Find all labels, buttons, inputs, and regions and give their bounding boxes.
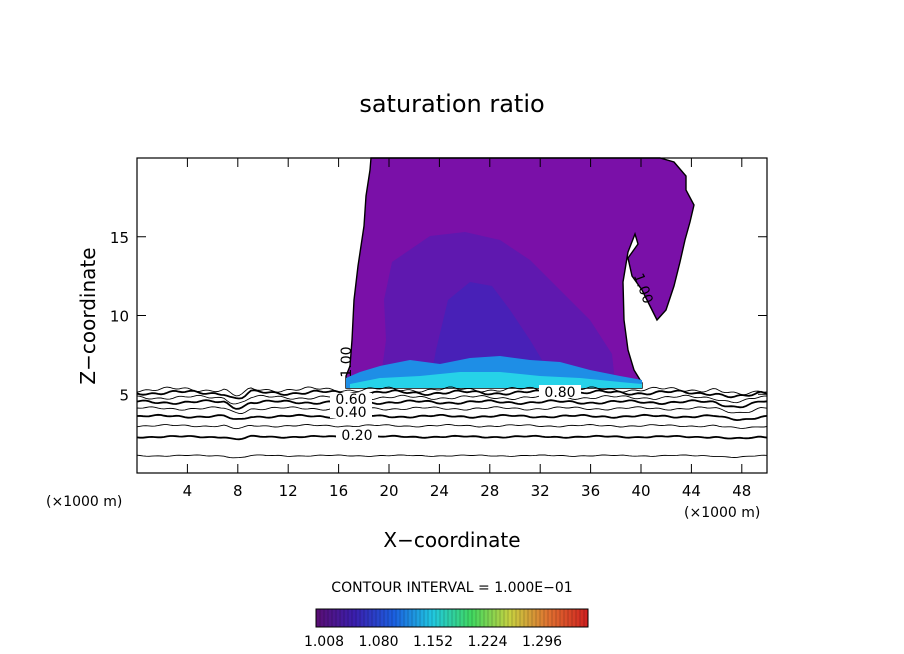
x-tick-label: 36 bbox=[581, 482, 600, 500]
x-tick-label: 28 bbox=[480, 482, 499, 500]
colorbar-label: 1.224 bbox=[467, 634, 507, 650]
contour-labels: 0.20 0.40 0.60 0.80 1.00 1.00 bbox=[330, 271, 656, 444]
contour-label-0.40: 0.40 bbox=[335, 405, 366, 421]
x-ticks: 4 8 12 16 20 24 28 32 36 40 44 48 bbox=[183, 158, 751, 500]
x-unit-left: (×1000 m) bbox=[46, 494, 122, 510]
colorbar-label: 1.296 bbox=[522, 634, 562, 650]
y-tick-label: 10 bbox=[110, 308, 129, 326]
cloud-base-bright bbox=[350, 372, 642, 388]
contour-interval-text: CONTOUR INTERVAL = 1.000E−01 bbox=[331, 580, 572, 596]
colorbar-labels: 1.008 1.080 1.152 1.224 1.296 bbox=[304, 634, 562, 650]
x-tick-label: 16 bbox=[329, 482, 348, 500]
x-tick-label: 48 bbox=[732, 482, 751, 500]
contour-line-0.50 bbox=[136, 406, 768, 414]
contour-label-0.20: 0.20 bbox=[341, 428, 372, 444]
x-tick-label: 44 bbox=[682, 482, 701, 500]
colorbar-label: 1.152 bbox=[413, 634, 453, 650]
contour-line-0.60 bbox=[136, 399, 768, 410]
contour-line-0.90 bbox=[136, 386, 768, 397]
y-axis-label: Z−coordinate bbox=[76, 247, 100, 384]
y-tick-label: 15 bbox=[110, 229, 129, 247]
colorbar-ticks bbox=[315, 609, 589, 627]
x-tick-label: 12 bbox=[279, 482, 298, 500]
cloud-core-inner bbox=[430, 282, 552, 384]
colorbar-label: 1.080 bbox=[358, 634, 398, 650]
y-ticks: 5 10 15 bbox=[110, 229, 767, 404]
contour-line-0.80 bbox=[136, 389, 768, 400]
x-tick-label: 20 bbox=[379, 482, 398, 500]
x-axis-label: X−coordinate bbox=[383, 528, 520, 552]
contour-line-0.10 bbox=[136, 454, 768, 459]
x-tick-label: 4 bbox=[183, 482, 193, 500]
plot-area: 0.20 0.40 0.60 0.80 1.00 1.00 4 8 12 16 20 24… bbox=[110, 157, 768, 500]
contour-lines bbox=[136, 386, 768, 459]
contour-label-1.00-left: 1.00 bbox=[339, 346, 355, 377]
contour-label-0.80: 0.80 bbox=[544, 385, 575, 401]
colorbar-label: 1.008 bbox=[304, 634, 344, 650]
contour-line-0.30 bbox=[136, 424, 768, 430]
x-tick-label: 32 bbox=[531, 482, 550, 500]
x-tick-label: 8 bbox=[233, 482, 243, 500]
contour-line-0.40 bbox=[136, 413, 768, 422]
x-tick-label: 40 bbox=[631, 482, 650, 500]
x-unit-right: (×1000 m) bbox=[684, 505, 760, 521]
contour-line-0.70 bbox=[136, 394, 768, 405]
x-tick-label: 24 bbox=[430, 482, 449, 500]
contour-label-0.60: 0.60 bbox=[335, 392, 366, 408]
y-tick-label: 5 bbox=[119, 386, 129, 404]
chart-title: saturation ratio bbox=[359, 90, 544, 118]
contour-line-0.20 bbox=[136, 434, 768, 441]
